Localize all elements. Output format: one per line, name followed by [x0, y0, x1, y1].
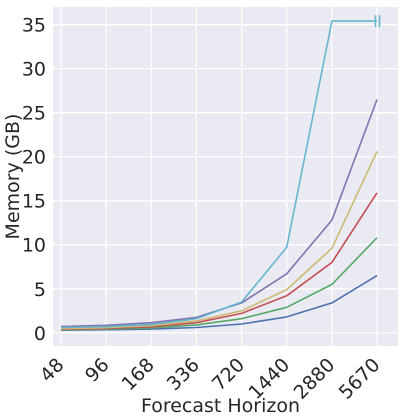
y-tick-label: 0	[34, 323, 46, 345]
y-axis-title: Memory (GB)	[2, 114, 24, 240]
x-tick-label: 96	[81, 354, 114, 387]
x-tick-label: 48	[36, 354, 69, 387]
x-tick-label: 168	[118, 354, 159, 395]
series-lines	[60, 15, 381, 331]
x-axis-title: Forecast Horizon	[141, 395, 300, 417]
y-tick-label: 10	[22, 235, 46, 257]
y-tick-label: 20	[22, 147, 46, 169]
y-tick-label: 30	[22, 59, 46, 81]
series-line-4	[60, 151, 378, 330]
x-tick-label: 720	[208, 354, 249, 395]
y-tick-label: 35	[22, 15, 46, 37]
y-tick-label: 25	[22, 103, 46, 125]
x-tick-label: 336	[163, 354, 204, 395]
plot-area	[53, 7, 398, 346]
series-line-6	[60, 20, 377, 329]
y-tick-label: 5	[34, 279, 46, 301]
y-axis-ticks: 0 5 10 15 20 25 30 35	[22, 15, 46, 345]
x-tick-label: 5670	[335, 354, 385, 404]
y-tick-label: 15	[22, 191, 46, 213]
